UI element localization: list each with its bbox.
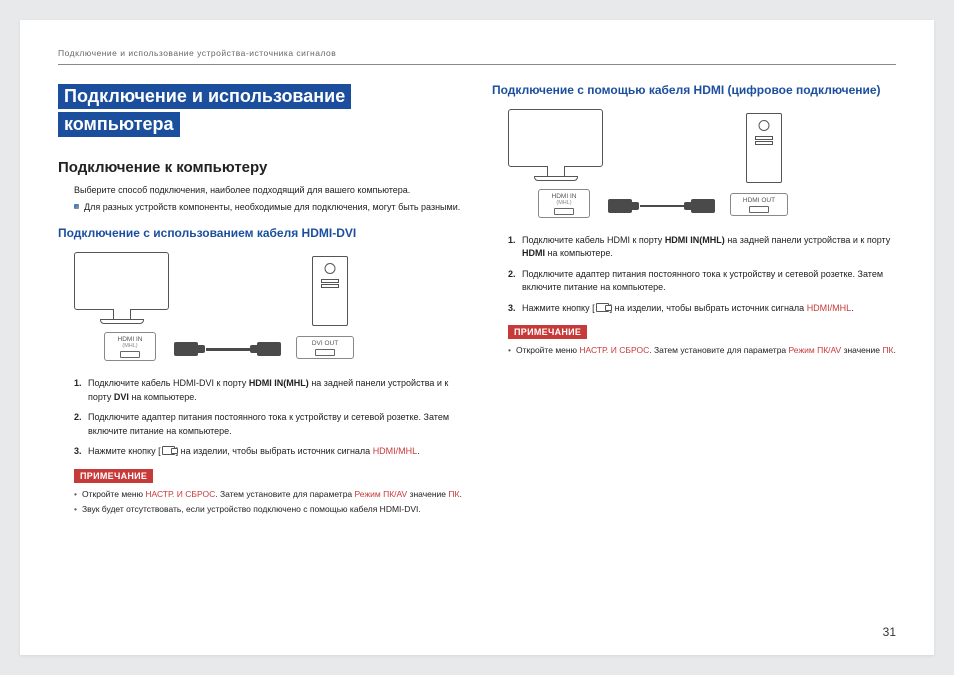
cable-plug-left bbox=[608, 199, 632, 213]
step-item: Нажмите кнопку [] на изделии, чтобы выбр… bbox=[508, 302, 896, 316]
pc-tower-icon bbox=[746, 113, 782, 183]
note-label: ПРИМЕЧАНИЕ bbox=[508, 325, 587, 339]
note-label: ПРИМЕЧАНИЕ bbox=[74, 469, 153, 483]
info-bullets: Для разных устройств компоненты, необход… bbox=[74, 201, 462, 214]
subheading-connect-pc: Подключение к компьютеру bbox=[58, 159, 462, 176]
note-item: Звук будет отсутствовать, если устройств… bbox=[74, 503, 462, 516]
step-item: Подключите кабель HDMI-DVI к порту HDMI … bbox=[74, 377, 462, 404]
manual-page: Подключение и использование устройства-и… bbox=[20, 20, 934, 655]
content-columns: Подключение и использование компьютера П… bbox=[58, 83, 896, 519]
note-item: Откройте меню НАСТР. И СБРОС. Затем уста… bbox=[74, 488, 462, 501]
port-dvi-out: DVI OUT bbox=[296, 336, 354, 359]
step-item: Подключите адаптер питания постоянного т… bbox=[508, 268, 896, 295]
port-hdmi-in: HDMI IN (MHL) bbox=[104, 332, 156, 361]
connection-diagram-hdmi-dvi: HDMI IN (MHL) DVI OUT bbox=[74, 252, 462, 367]
subheading-hdmi: Подключение с помощью кабеля HDMI (цифро… bbox=[492, 83, 896, 99]
pc-tower-icon bbox=[312, 256, 348, 326]
monitor-icon bbox=[74, 252, 169, 324]
port-hdmi-out: HDMI OUT bbox=[730, 193, 788, 216]
right-column: Подключение с помощью кабеля HDMI (цифро… bbox=[492, 83, 896, 519]
subheading-hdmi-dvi: Подключение с использованием кабеля HDMI… bbox=[58, 226, 462, 242]
cable-plug-left bbox=[174, 342, 198, 356]
left-column: Подключение и использование компьютера П… bbox=[58, 83, 462, 519]
list-item: Для разных устройств компоненты, необход… bbox=[74, 201, 462, 214]
note-bullets: Откройте меню НАСТР. И СБРОС. Затем уста… bbox=[74, 488, 462, 517]
step-item: Подключите адаптер питания постоянного т… bbox=[74, 411, 462, 438]
source-button-icon bbox=[162, 446, 175, 455]
monitor-icon bbox=[508, 109, 603, 181]
intro-text: Выберите способ подключения, наиболее по… bbox=[74, 184, 462, 197]
cable-plug-right bbox=[691, 199, 715, 213]
steps-list: Подключите кабель HDMI-DVI к порту HDMI … bbox=[74, 377, 462, 459]
steps-list: Подключите кабель HDMI к порту HDMI IN(M… bbox=[508, 234, 896, 316]
connection-diagram-hdmi: HDMI IN (MHL) HDMI OUT bbox=[508, 109, 896, 224]
step-item: Нажмите кнопку [] на изделии, чтобы выбр… bbox=[74, 445, 462, 459]
cable-wire bbox=[206, 348, 256, 351]
source-button-icon bbox=[596, 303, 609, 312]
note-bullets: Откройте меню НАСТР. И СБРОС. Затем уста… bbox=[508, 344, 896, 357]
cable-wire bbox=[640, 205, 690, 208]
note-item: Откройте меню НАСТР. И СБРОС. Затем уста… bbox=[508, 344, 896, 357]
port-hdmi-in: HDMI IN (MHL) bbox=[538, 189, 590, 218]
step-item: Подключите кабель HDMI к порту HDMI IN(M… bbox=[508, 234, 896, 261]
section-title-wrap: Подключение и использование компьютера bbox=[58, 83, 378, 139]
running-header: Подключение и использование устройства-и… bbox=[58, 48, 896, 65]
section-title: Подключение и использование компьютера bbox=[58, 84, 351, 137]
page-number: 31 bbox=[883, 625, 896, 639]
cable-plug-right bbox=[257, 342, 281, 356]
